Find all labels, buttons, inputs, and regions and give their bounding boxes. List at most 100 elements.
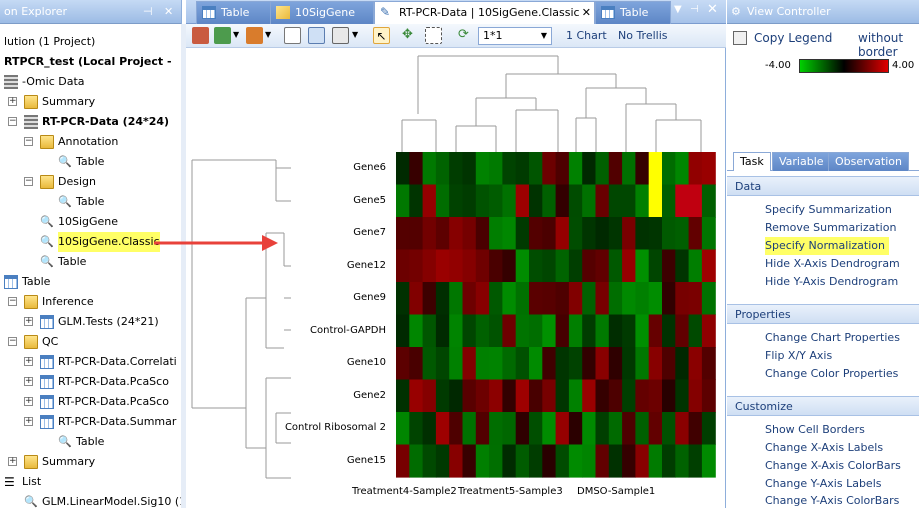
heatmap-cell[interactable] [462, 217, 477, 251]
heatmap-cell[interactable] [529, 412, 543, 446]
heatmap-cell[interactable] [648, 152, 663, 186]
heatmap-cell[interactable] [608, 347, 623, 381]
heatmap-cell[interactable] [701, 184, 716, 218]
heatmap-cell[interactable] [648, 282, 663, 316]
heatmap-cell[interactable] [462, 444, 477, 478]
heatmap-cell[interactable] [701, 282, 716, 316]
heatmap-cell[interactable] [555, 217, 570, 251]
heatmap-cell[interactable] [555, 379, 570, 413]
heatmap-cell[interactable] [582, 379, 597, 413]
heatmap-cell[interactable] [515, 184, 530, 218]
heatmap-cell[interactable] [622, 217, 636, 251]
link-specify-normalization[interactable]: Specify Normalization [765, 237, 889, 255]
heatmap-cell[interactable] [449, 379, 464, 413]
tab-10siggene[interactable]: 10SigGene [270, 1, 374, 24]
heatmap-cell[interactable] [635, 314, 650, 348]
link-change-y-colorbars[interactable]: Change Y-Axis ColorBars [765, 494, 900, 507]
heatmap-chart[interactable]: Gene6 Gene5 Gene7 Gene12 Gene9 Control-GAPDH G… [186, 48, 726, 508]
project-node[interactable]: RTPCR_test (Local Project - [0, 52, 172, 72]
heatmap-cell[interactable] [622, 347, 636, 381]
heatmap-cell[interactable] [648, 444, 663, 478]
heatmap-cell[interactable] [422, 217, 437, 251]
heatmap-cell[interactable] [396, 379, 410, 413]
heatmap-cell[interactable] [568, 379, 583, 413]
heatmap-cell[interactable] [475, 249, 490, 283]
heatmap-cell[interactable] [475, 217, 490, 251]
heatmap-cell[interactable] [555, 314, 570, 348]
heatmap-cell[interactable] [475, 412, 490, 446]
tree-item[interactable]: ☰ List [0, 472, 180, 492]
tree-item[interactable]: + GLM.Tests (24*21) [0, 312, 180, 332]
expand-icon[interactable]: + [24, 416, 33, 426]
heatmap-cell[interactable] [582, 152, 597, 186]
layout-combo[interactable]: 1*1 ▼ [478, 27, 552, 45]
heatmap-cell[interactable] [409, 444, 424, 478]
heatmap-cell[interactable] [462, 249, 477, 283]
heatmap-cell[interactable] [422, 314, 437, 348]
heatmap-cell[interactable] [489, 184, 503, 218]
heatmap-cell[interactable] [475, 314, 490, 348]
heatmap-cell[interactable] [675, 184, 690, 218]
heatmap-cell[interactable] [675, 347, 690, 381]
expand-icon[interactable]: + [8, 456, 17, 466]
heatmap-cell[interactable] [595, 379, 610, 413]
close-tab-icon[interactable]: ✕ [581, 6, 591, 19]
row-label[interactable]: Gene12 [346, 259, 386, 271]
heatmap-cell[interactable] [475, 152, 490, 186]
heatmap-cell[interactable] [489, 282, 503, 316]
section-customize[interactable]: Customize [727, 396, 919, 416]
heatmap-cell[interactable] [409, 184, 424, 218]
heatmap-cell[interactable] [622, 184, 636, 218]
heatmap-cell[interactable] [489, 444, 503, 478]
chevron-down-icon[interactable]: ▼ [265, 30, 272, 39]
section-data[interactable]: Data [727, 176, 919, 196]
heatmap-cell[interactable] [529, 249, 543, 283]
heatmap-cell[interactable] [568, 412, 583, 446]
heatmap-cell[interactable] [622, 379, 636, 413]
tab-variable[interactable]: Variable [772, 152, 831, 171]
heatmap-cell[interactable] [608, 184, 623, 218]
heatmap-cell[interactable] [595, 444, 610, 478]
heatmap-cell[interactable] [662, 444, 676, 478]
column-label[interactable]: Treatment5-Sample3 [458, 486, 563, 497]
heatmap-cell[interactable] [396, 314, 410, 348]
heatmap-cell[interactable] [555, 444, 570, 478]
heatmap-cell[interactable] [409, 249, 424, 283]
expand-icon[interactable]: + [24, 396, 33, 406]
heatmap-cell[interactable] [529, 314, 543, 348]
heatmap-cell[interactable] [595, 282, 610, 316]
heatmap-cell[interactable] [701, 217, 716, 251]
chevron-down-icon[interactable]: ▼ [352, 30, 359, 39]
heatmap-cell[interactable] [675, 412, 690, 446]
heatmap-cell[interactable] [449, 347, 464, 381]
tree-item[interactable]: + Summary [0, 92, 180, 112]
tree-item[interactable]: 🔍 GLM.LinearModel.Sig10 (1 [0, 492, 186, 508]
link-specify-summarization[interactable]: Specify Summarization [765, 203, 892, 216]
heatmap-cell[interactable] [582, 249, 597, 283]
heatmap-cell[interactable] [435, 249, 450, 283]
heatmap-cell[interactable] [555, 184, 570, 218]
heatmap-cell[interactable] [701, 412, 716, 446]
row-label[interactable]: Gene6 [353, 162, 386, 174]
heatmap-cell[interactable] [675, 152, 690, 186]
heatmap-cell[interactable] [475, 282, 490, 316]
tab-close-all-icon[interactable]: ✕ [707, 2, 718, 17]
heatmap-cell[interactable] [608, 444, 623, 478]
heatmap-cell[interactable] [662, 282, 676, 316]
move-icon[interactable]: ✥ [402, 27, 413, 42]
heatmap-cell[interactable] [595, 412, 610, 446]
heatmap-cell[interactable] [515, 444, 530, 478]
heatmap-cell[interactable] [542, 379, 557, 413]
link-change-chart-properties[interactable]: Change Chart Properties [765, 331, 900, 344]
heatmap-cell[interactable] [595, 152, 610, 186]
heatmap-cell[interactable] [422, 347, 437, 381]
heatmap-cell[interactable] [396, 282, 410, 316]
heatmap-cell[interactable] [435, 152, 450, 186]
heatmap-cell[interactable] [688, 249, 703, 283]
heatmap-cell[interactable] [422, 282, 437, 316]
row-label[interactable]: Gene15 [346, 454, 386, 466]
heatmap-cell[interactable] [595, 184, 610, 218]
heatmap-cell[interactable] [489, 379, 503, 413]
heatmap-cell[interactable] [688, 152, 703, 186]
heatmap-cell[interactable] [662, 152, 676, 186]
